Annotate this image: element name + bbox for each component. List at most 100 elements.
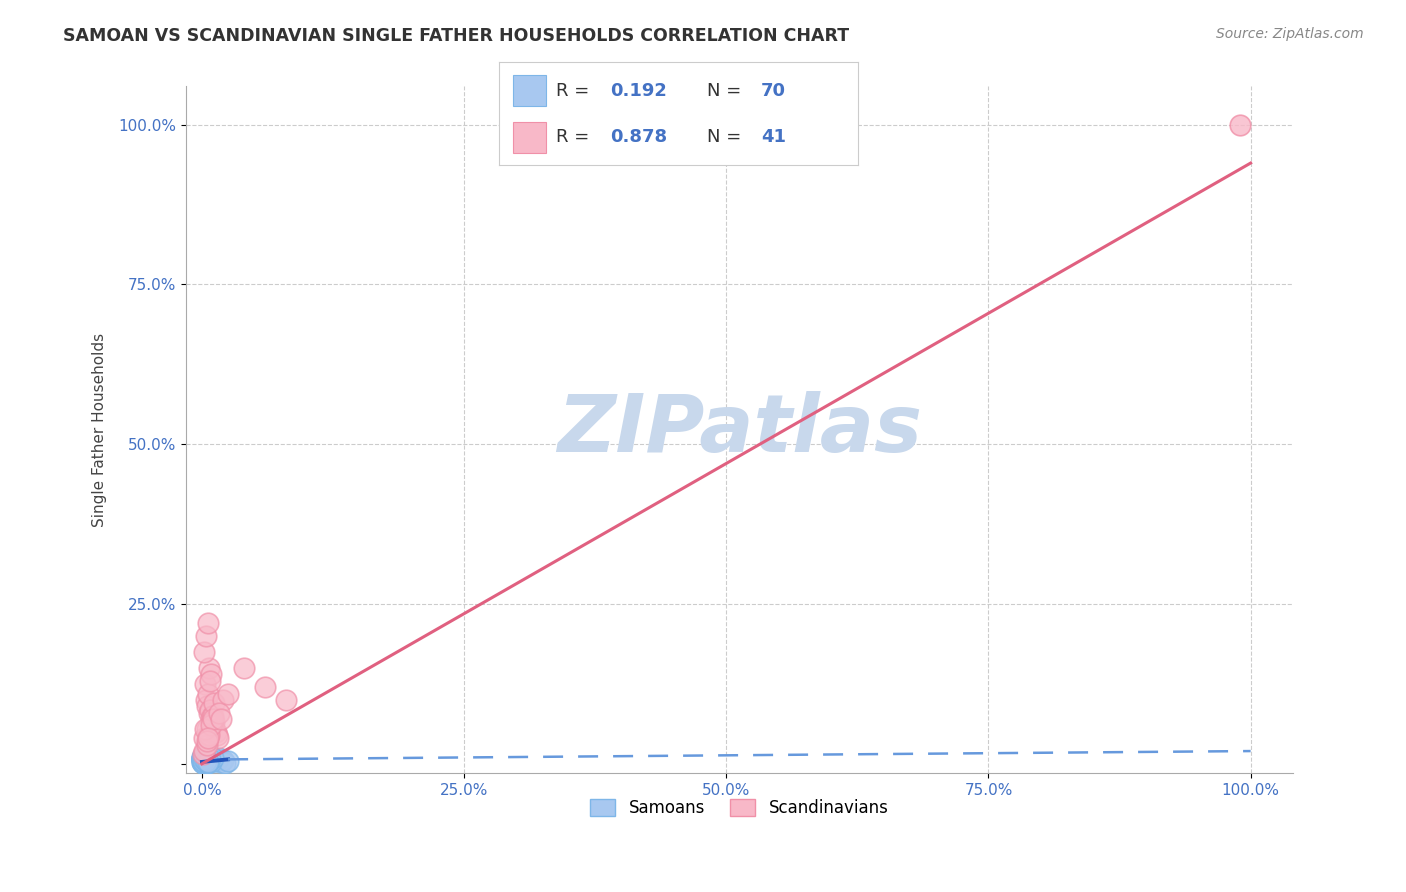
Point xyxy=(195,756,218,770)
Point xyxy=(193,751,215,765)
Point xyxy=(193,752,215,766)
Text: SAMOAN VS SCANDINAVIAN SINGLE FATHER HOUSEHOLDS CORRELATION CHART: SAMOAN VS SCANDINAVIAN SINGLE FATHER HOU… xyxy=(63,27,849,45)
Point xyxy=(194,750,217,764)
Point xyxy=(195,738,218,752)
Point xyxy=(193,755,215,769)
Point xyxy=(193,749,215,764)
Point xyxy=(191,755,214,769)
Point xyxy=(193,752,215,766)
Text: Source: ZipAtlas.com: Source: ZipAtlas.com xyxy=(1216,27,1364,41)
Point xyxy=(208,751,231,765)
Point xyxy=(202,751,225,765)
Point xyxy=(217,687,239,701)
Point xyxy=(202,712,225,726)
Point xyxy=(193,754,215,768)
Point xyxy=(194,629,217,643)
Point xyxy=(191,755,214,769)
Point xyxy=(253,680,276,694)
Text: 41: 41 xyxy=(761,128,786,146)
Point xyxy=(204,753,226,767)
Bar xyxy=(513,75,546,105)
Point xyxy=(201,709,224,723)
Point xyxy=(195,734,218,748)
Point xyxy=(194,754,217,768)
Point xyxy=(202,718,225,732)
Point xyxy=(193,645,215,659)
Point xyxy=(201,750,224,764)
Point xyxy=(193,756,215,770)
Point xyxy=(195,699,218,714)
Point xyxy=(198,752,221,766)
Point xyxy=(205,754,228,768)
Text: N =: N = xyxy=(707,128,752,146)
Point xyxy=(191,749,214,764)
Point xyxy=(191,754,214,768)
Point xyxy=(194,752,217,766)
Point xyxy=(195,756,218,770)
Point xyxy=(232,661,254,675)
Point xyxy=(197,731,219,746)
Point xyxy=(194,755,217,769)
Point xyxy=(193,744,215,758)
Point xyxy=(209,755,232,769)
Point xyxy=(195,693,218,707)
Point xyxy=(200,702,222,716)
Point xyxy=(197,661,219,675)
Point xyxy=(205,728,228,742)
Point xyxy=(194,722,217,736)
Point xyxy=(191,747,214,762)
Y-axis label: Single Father Households: Single Father Households xyxy=(93,333,107,527)
Point xyxy=(194,756,217,771)
Point xyxy=(191,752,214,766)
Point xyxy=(194,750,217,764)
Point xyxy=(193,753,215,767)
Point xyxy=(200,667,222,681)
Point xyxy=(191,751,214,765)
Point xyxy=(195,756,218,770)
Text: N =: N = xyxy=(707,82,747,100)
Point xyxy=(197,755,219,769)
Legend: Samoans, Scandinavians: Samoans, Scandinavians xyxy=(583,792,896,823)
Point xyxy=(193,753,215,767)
Point xyxy=(193,755,215,769)
Point xyxy=(193,754,215,768)
Point xyxy=(200,712,222,726)
Point xyxy=(191,754,214,768)
Point xyxy=(198,754,221,768)
Point xyxy=(209,712,232,726)
Point xyxy=(200,755,222,769)
Text: 0.878: 0.878 xyxy=(610,128,668,146)
Point xyxy=(191,756,214,770)
Text: R =: R = xyxy=(557,82,596,100)
Point xyxy=(207,731,229,746)
Point xyxy=(212,693,235,707)
Point xyxy=(198,706,221,720)
Point xyxy=(217,754,239,768)
Point xyxy=(194,754,217,768)
Point xyxy=(200,752,222,766)
Point xyxy=(274,693,297,707)
Point xyxy=(200,718,222,732)
Point xyxy=(193,752,215,766)
Point xyxy=(191,753,214,767)
Point xyxy=(194,754,217,768)
Point xyxy=(195,756,218,770)
Point xyxy=(198,673,221,688)
Point xyxy=(214,756,236,770)
Point xyxy=(197,687,219,701)
Point xyxy=(197,755,219,769)
Point xyxy=(195,722,218,736)
Point xyxy=(193,731,215,746)
Point xyxy=(191,755,214,769)
Point xyxy=(193,754,215,768)
Point xyxy=(191,754,214,768)
Text: 0.192: 0.192 xyxy=(610,82,668,100)
Bar xyxy=(513,122,546,153)
Text: ZIPatlas: ZIPatlas xyxy=(557,391,922,469)
Point xyxy=(201,709,224,723)
Point xyxy=(191,754,214,768)
Point xyxy=(191,754,214,768)
Point xyxy=(204,715,226,730)
Point xyxy=(191,756,214,770)
Text: R =: R = xyxy=(557,128,596,146)
